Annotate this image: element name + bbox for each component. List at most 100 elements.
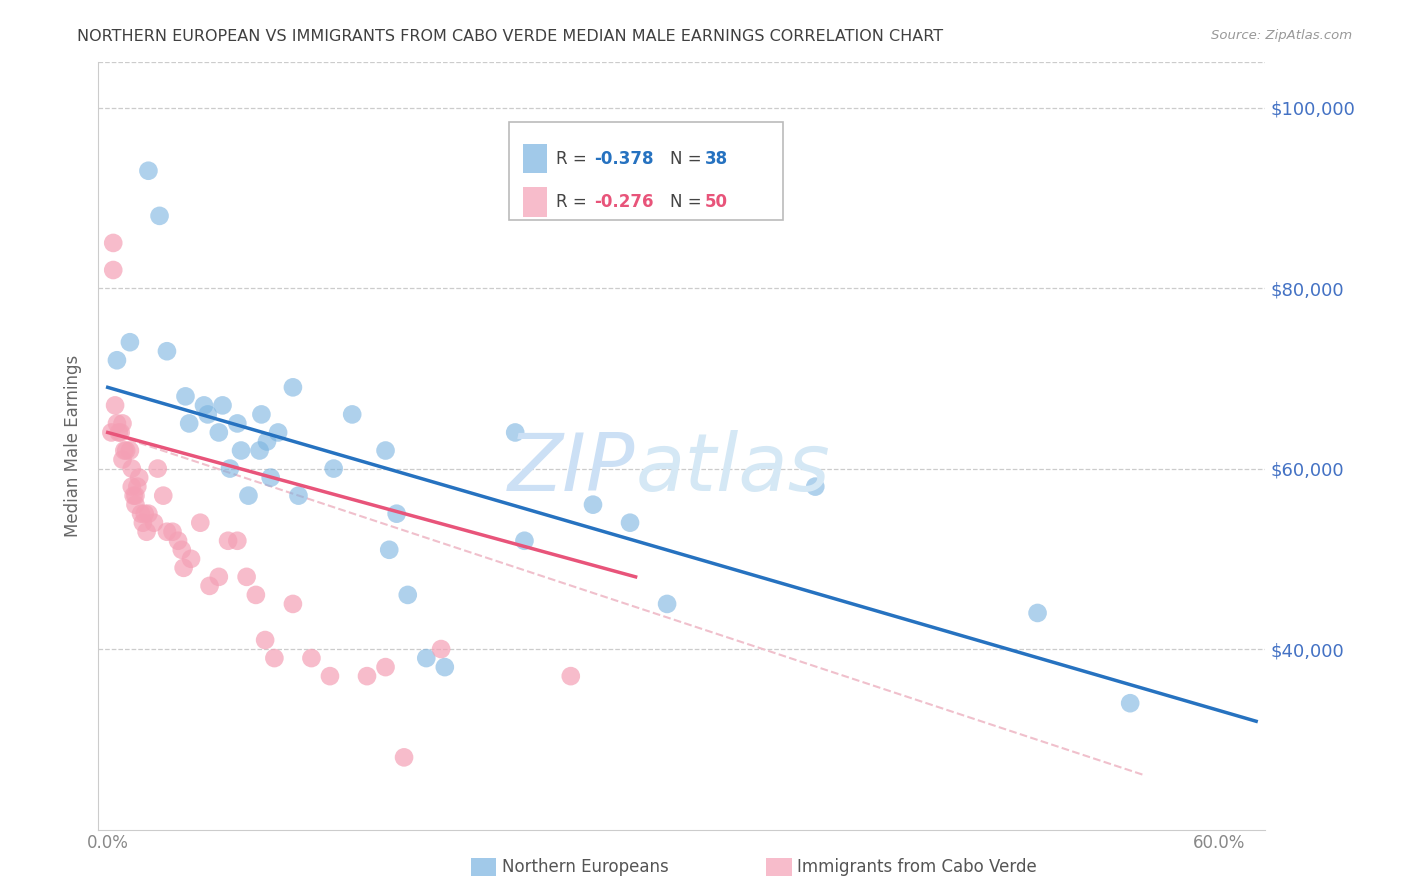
Point (127, 480, 149, 494)
Point (226, 417, 249, 431)
Point (263, 651, 285, 665)
Point (162, 524, 184, 539)
Point (112, 443, 135, 458)
Point (356, 669, 378, 683)
Point (392, 750, 415, 764)
Point (385, 507, 408, 521)
Point (287, 489, 309, 503)
Point (208, 425, 231, 440)
Point (121, 461, 143, 475)
Point (118, 443, 141, 458)
Point (156, 344, 179, 359)
Point (129, 507, 152, 521)
Point (188, 516, 211, 530)
Point (267, 425, 290, 440)
Text: 50: 50 (706, 193, 728, 211)
Point (433, 660, 456, 674)
Point (219, 461, 242, 475)
Point (103, 263, 125, 277)
Point (180, 551, 202, 566)
Point (340, 408, 363, 422)
Point (128, 470, 150, 484)
Bar (523, 187, 547, 217)
Point (104, 398, 127, 412)
Point (245, 588, 267, 602)
Point (254, 633, 277, 648)
Text: -0.378: -0.378 (595, 150, 654, 168)
Point (152, 489, 174, 503)
Point (238, 489, 260, 503)
Text: N =: N = (671, 150, 707, 168)
Point (124, 498, 146, 512)
Point (374, 660, 396, 674)
Point (179, 417, 201, 431)
Point (134, 507, 156, 521)
Text: R =: R = (555, 150, 592, 168)
Point (105, 353, 128, 368)
Text: 38: 38 (706, 150, 728, 168)
Y-axis label: Median Male Earnings: Median Male Earnings (63, 355, 82, 537)
Point (249, 443, 271, 458)
Point (319, 669, 342, 683)
Point (378, 542, 401, 557)
Point (415, 651, 437, 665)
Point (107, 425, 129, 440)
Point (148, 209, 170, 223)
Point (170, 542, 193, 557)
Point (124, 489, 146, 503)
Text: Source: ZipAtlas.com: Source: ZipAtlas.com (1212, 29, 1353, 43)
Point (121, 480, 143, 494)
Point (503, 425, 526, 440)
Point (173, 561, 195, 575)
Point (105, 417, 128, 431)
Point (322, 461, 344, 475)
Point (582, 498, 605, 512)
Point (1026, 606, 1049, 620)
Point (226, 533, 249, 548)
Point (197, 408, 219, 422)
Point (111, 452, 134, 467)
Point (193, 398, 215, 412)
Point (138, 163, 160, 178)
Text: -0.276: -0.276 (595, 193, 654, 211)
Point (167, 533, 190, 548)
Point (135, 524, 157, 539)
Point (146, 461, 169, 475)
Text: Northern Europeans: Northern Europeans (502, 858, 669, 876)
Point (804, 480, 827, 494)
Point (100, 425, 122, 440)
Point (256, 434, 278, 449)
Point (111, 417, 134, 431)
Point (118, 335, 141, 350)
Point (513, 533, 536, 548)
Point (132, 516, 155, 530)
Text: N =: N = (671, 193, 707, 211)
Point (301, 651, 323, 665)
Point (560, 669, 582, 683)
Point (430, 642, 453, 657)
FancyBboxPatch shape (509, 121, 783, 219)
Text: ZIP: ZIP (508, 430, 636, 508)
Point (229, 443, 252, 458)
Point (198, 579, 221, 593)
Point (281, 597, 304, 611)
Point (208, 570, 231, 584)
Point (235, 570, 257, 584)
Text: R =: R = (555, 193, 592, 211)
Point (115, 443, 138, 458)
Point (110, 425, 132, 440)
Point (217, 533, 239, 548)
Point (138, 507, 160, 521)
Point (250, 408, 273, 422)
Point (260, 470, 283, 484)
Point (1119, 696, 1142, 710)
Point (211, 398, 233, 412)
Point (619, 516, 641, 530)
Text: atlas: atlas (636, 430, 830, 508)
Point (103, 235, 125, 250)
Point (143, 516, 166, 530)
Point (156, 524, 179, 539)
Point (374, 443, 396, 458)
Text: NORTHERN EUROPEAN VS IMMIGRANTS FROM CABO VERDE MEDIAN MALE EARNINGS CORRELATION: NORTHERN EUROPEAN VS IMMIGRANTS FROM CAB… (77, 29, 943, 45)
Point (122, 489, 145, 503)
